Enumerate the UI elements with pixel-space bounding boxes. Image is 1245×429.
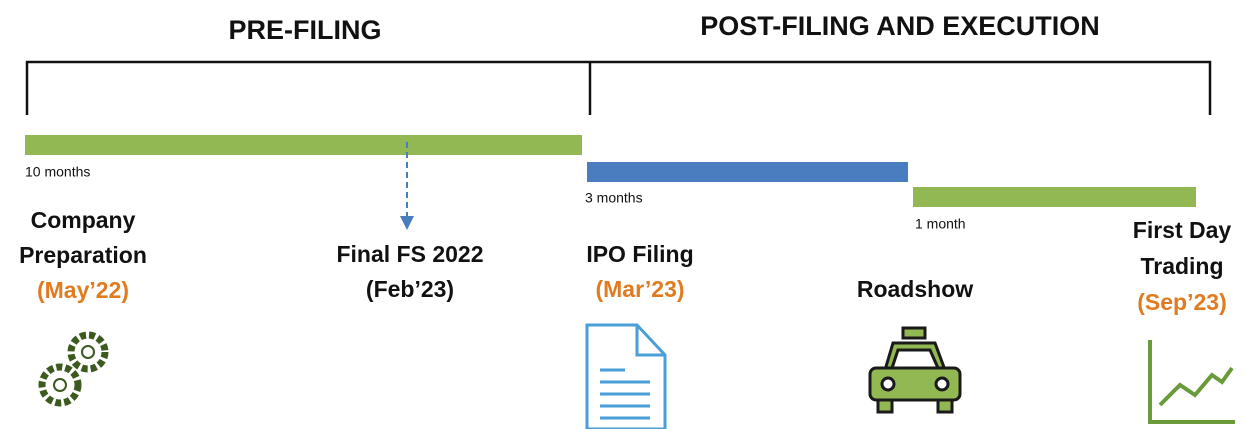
- milestone-label: Roadshow: [857, 276, 973, 302]
- document-icon: [585, 323, 667, 429]
- taxi-sign: [901, 326, 927, 340]
- arrow-head: [400, 216, 414, 230]
- document-fold: [635, 325, 665, 357]
- duration-label: 10 months: [25, 164, 90, 180]
- taxi-light: [934, 376, 950, 392]
- phase-title: POST-FILING AND EXECUTION: [700, 11, 1100, 41]
- duration-bar: [25, 135, 582, 155]
- gear-hole: [81, 345, 95, 359]
- duration-bar: [587, 162, 908, 182]
- milestone-label: Trading: [1140, 253, 1223, 279]
- document-page: [585, 323, 667, 429]
- milestone-label: Preparation: [19, 242, 147, 268]
- milestone-label: Company: [31, 207, 136, 233]
- dashed-arrow: [400, 142, 414, 230]
- milestone-date: (May’22): [37, 277, 129, 303]
- taxi-window: [889, 348, 941, 370]
- duration-bar: [913, 187, 1196, 207]
- duration-label: 3 months: [585, 190, 643, 206]
- taxi-wheel: [936, 398, 954, 414]
- milestone-date: (Mar’23): [595, 276, 684, 302]
- phase-title: PRE-FILING: [229, 15, 382, 45]
- bracket-line: [25, 60, 1212, 115]
- gear: [38, 363, 82, 407]
- taxi-light: [880, 376, 896, 392]
- milestone-label: First Day: [1133, 217, 1232, 243]
- gear-hole: [53, 378, 67, 392]
- milestone-date: (Sep’23): [1137, 289, 1226, 315]
- taxi-body: [868, 366, 962, 402]
- bracket: [25, 60, 1212, 115]
- milestone-date: (Feb’23): [366, 276, 454, 302]
- chart-icon: [1148, 340, 1235, 424]
- gear: [67, 331, 109, 373]
- chart-trend: [1158, 366, 1234, 407]
- document-lines: [600, 368, 650, 420]
- taxi-wheel: [876, 398, 894, 414]
- gears-icon: [38, 331, 109, 407]
- milestone-label: IPO Filing: [586, 241, 693, 267]
- duration-label: 1 month: [915, 216, 966, 232]
- chart-axes: [1148, 340, 1235, 424]
- taxi-icon: [868, 326, 962, 414]
- milestone-label: Final FS 2022: [336, 241, 483, 267]
